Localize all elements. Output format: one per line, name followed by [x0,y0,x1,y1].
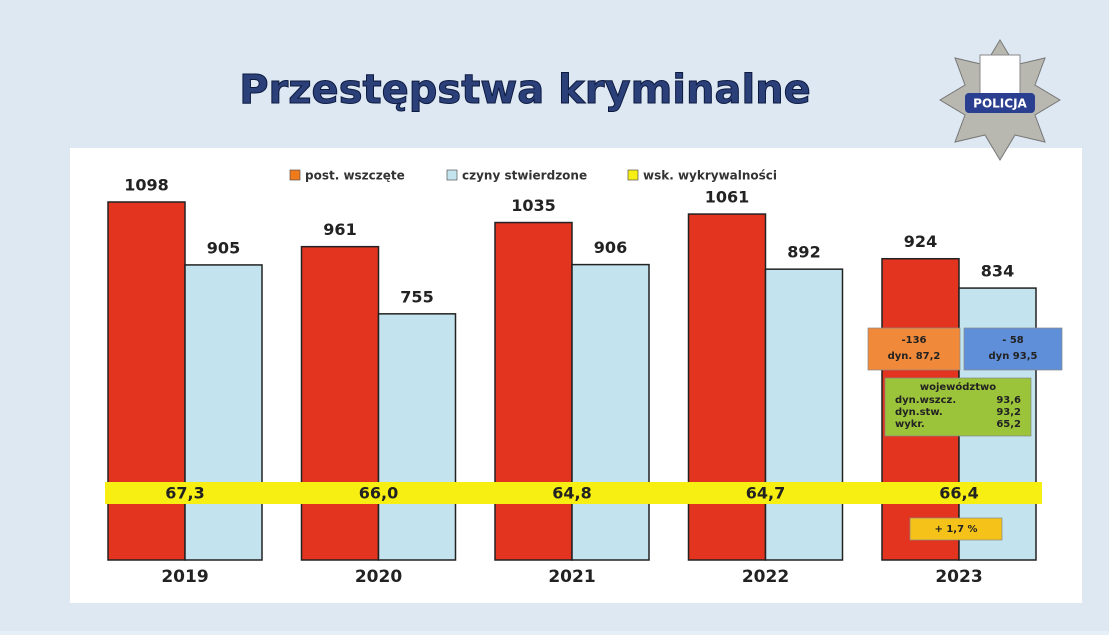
data-label: 905 [207,238,240,257]
annotation-text: dyn.stw. [895,407,943,418]
logo: POLICJA [939,39,1061,161]
rate-band [105,482,1042,504]
legend-label: czyny stwierdzone [462,169,587,183]
annotation-text: 65,2 [996,419,1021,430]
rate-label: 66,4 [939,484,978,503]
data-label: 1098 [124,176,169,195]
bar [377,313,457,561]
bar [687,213,767,561]
chart-title: Przestępstwa kryminalne [239,67,811,113]
annotation-text: wykr. [895,419,925,430]
data-label: 834 [981,262,1014,281]
x-tick-label: 2021 [548,567,595,587]
annotation-text: + 1,7 % [934,524,977,535]
annotation-box [867,327,961,371]
x-tick-label: 2019 [161,567,208,587]
annotation-text: -136 [901,335,926,346]
annotation-text: 93,2 [996,407,1021,418]
rate-label: 64,8 [552,484,591,503]
annotation-text: dyn.wszcz. [895,395,956,406]
legend-swatch [289,169,301,181]
bar [494,221,573,561]
x-tick-label: 2023 [935,567,982,587]
data-label: 892 [787,243,820,262]
legend-label: post. wszczęte [305,169,405,183]
annotation-text: dyn 93,5 [989,351,1038,362]
bar [184,264,263,561]
data-label: 1035 [511,196,556,215]
bar [300,245,380,561]
data-label: 924 [904,232,937,251]
data-label: 1061 [705,188,750,207]
bar [571,263,650,561]
legend-swatch [446,169,458,181]
annotation-title: województwo [920,381,996,393]
annotation-text: dyn. 87,2 [888,351,941,362]
logo-text: POLICJA [973,97,1027,111]
annotation-box [963,327,1063,371]
rate-label: 64,7 [746,484,785,503]
legend-label: wsk. wykrywalności [643,169,777,183]
rate-label: 66,0 [359,484,398,503]
x-tick-label: 2020 [355,567,402,587]
bar [107,201,186,561]
legend-swatch [627,169,639,181]
data-label: 755 [400,287,433,306]
rate-label: 67,3 [165,484,204,503]
annotation-text: - 58 [1002,335,1024,346]
logo-shield [979,54,1021,96]
annotation-text: 93,6 [996,395,1021,406]
x-tick-label: 2022 [742,567,789,587]
data-label: 906 [594,238,627,257]
bar [764,268,844,561]
annotation-box [884,377,1032,437]
annotation-box [909,517,1003,541]
data-label: 961 [323,220,356,239]
logo-badge [965,93,1035,113]
